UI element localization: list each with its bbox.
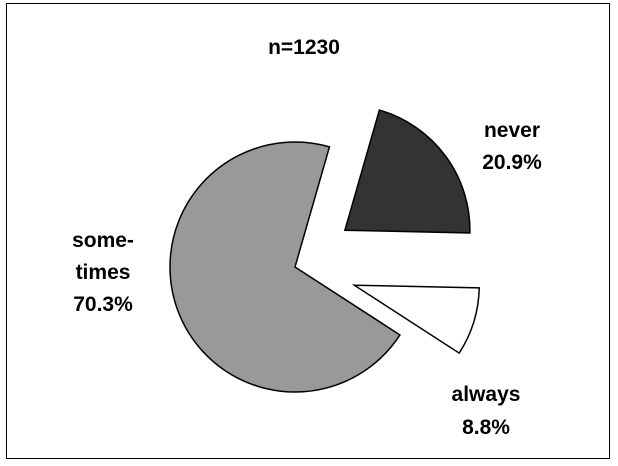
slice-label-never: never (484, 119, 540, 142)
slice-sometimes (169, 141, 401, 393)
slice-always (351, 284, 481, 355)
slice-label-sometimes-line2: times (76, 261, 131, 284)
slice-pct-always: 8.8% (462, 416, 510, 439)
chart-subtitle: n=1230 (268, 36, 340, 59)
slice-never (343, 109, 471, 234)
slice-pct-sometimes: 70.3% (73, 293, 133, 316)
slice-pct-never: 20.9% (482, 151, 542, 174)
slice-label-always: always (452, 383, 521, 406)
slice-label-sometimes-line1: some- (72, 229, 134, 252)
